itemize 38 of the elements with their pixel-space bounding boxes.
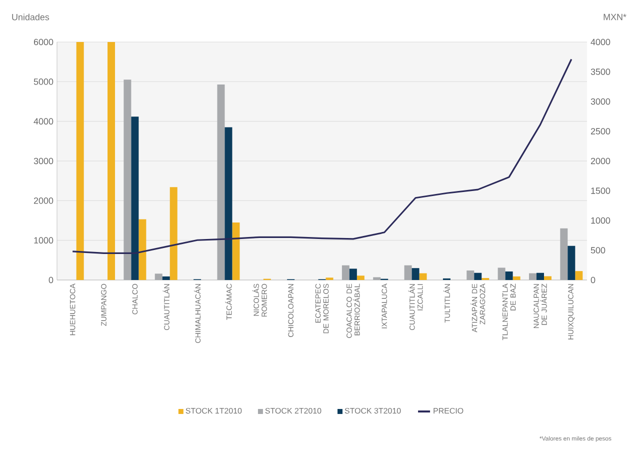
y-tick-label: 3000: [34, 158, 54, 164]
y-axis-title: Unidades: [12, 14, 50, 20]
bar: [170, 187, 178, 280]
y-tick-label: 6000: [34, 38, 54, 46]
bar: [536, 272, 544, 280]
bar: [232, 222, 240, 280]
bar: [108, 42, 116, 280]
y-tick-label: 4000: [34, 118, 54, 125]
y2-tick-label: 3000: [590, 98, 610, 105]
bar: [224, 127, 232, 280]
y-tick-label: 1000: [34, 237, 54, 244]
bar: [512, 276, 520, 280]
bar: [349, 268, 357, 280]
y2-tick-label: 4000: [590, 38, 610, 46]
bar: [131, 116, 139, 280]
y-tick-label: 2000: [34, 197, 54, 204]
bar: [575, 271, 583, 280]
bar: [412, 268, 420, 280]
bar: [419, 273, 427, 280]
bar: [544, 276, 552, 280]
bar: [474, 272, 482, 280]
bar: [138, 219, 146, 280]
y2-tick-label: 3500: [590, 68, 610, 75]
y2-tick-label: 1500: [591, 188, 610, 194]
bar: [356, 276, 364, 280]
y2-tick-label: 500: [590, 247, 606, 254]
bar: [76, 42, 84, 280]
y2-axis-title: MXN*: [604, 14, 626, 20]
y-tick-label: 0: [48, 276, 54, 284]
bar: [568, 246, 576, 280]
y2-tick-label: 2500: [590, 128, 610, 134]
y-tick-label: 5000: [34, 78, 54, 85]
y2-tick-label: 2000: [590, 158, 610, 164]
line-series: [72, 58, 572, 254]
y2-tick-label: 0: [590, 276, 596, 284]
bar: [505, 271, 513, 280]
y2-tick-label: 1000: [591, 217, 610, 224]
bar: [162, 276, 170, 280]
